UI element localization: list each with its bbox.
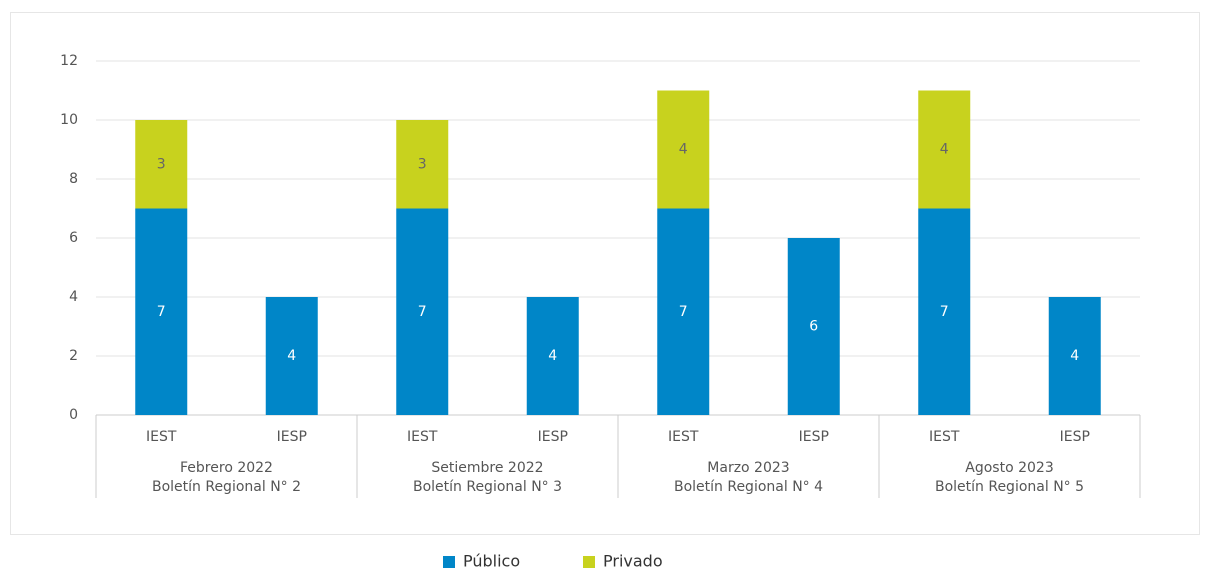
group-label: Setiembre 2022 xyxy=(431,460,543,476)
bar-segment xyxy=(1048,297,1101,415)
y-tick-label: 8 xyxy=(69,171,78,187)
group-label: Boletín Regional N° 3 xyxy=(413,479,562,495)
data-label: 4 xyxy=(679,142,688,158)
x-tick-label: IESP xyxy=(538,429,568,445)
bar-segment xyxy=(396,120,449,209)
bar-segment xyxy=(526,297,579,415)
x-tick-label: IEST xyxy=(929,429,960,445)
bar-segment xyxy=(265,297,318,415)
data-label: 4 xyxy=(1070,348,1079,364)
x-tick-label: IESP xyxy=(1060,429,1090,445)
y-tick-label: 0 xyxy=(69,407,78,423)
group-label: Febrero 2022 xyxy=(180,460,273,476)
data-label: 6 xyxy=(809,319,818,335)
group-label: Marzo 2023 xyxy=(707,460,789,476)
group-label: Boletín Regional N° 5 xyxy=(935,479,1084,495)
y-tick-label: 10 xyxy=(60,112,78,128)
legend-label: Privado xyxy=(603,552,663,569)
bar-segment xyxy=(657,208,710,415)
y-tick-label: 4 xyxy=(69,289,78,305)
data-label: 7 xyxy=(157,304,166,320)
data-label: 4 xyxy=(940,142,949,158)
x-tick-label: IESP xyxy=(799,429,829,445)
data-label: 3 xyxy=(418,156,427,172)
y-tick-label: 2 xyxy=(69,348,78,364)
legend-label: Público xyxy=(463,552,520,569)
bar-segment xyxy=(396,208,449,415)
y-tick-label: 12 xyxy=(60,53,78,69)
bar-segment xyxy=(135,120,188,209)
data-label: 3 xyxy=(157,156,166,172)
legend-swatch xyxy=(583,556,595,568)
data-label: 7 xyxy=(940,304,949,320)
group-label: Boletín Regional N° 4 xyxy=(674,479,823,495)
bar-segment xyxy=(918,90,971,209)
data-label: 7 xyxy=(679,304,688,320)
x-tick-label: IEST xyxy=(146,429,177,445)
bar-segment xyxy=(135,208,188,415)
bar-segment xyxy=(918,208,971,415)
chart-frame xyxy=(10,12,1200,535)
legend-swatch xyxy=(443,556,455,568)
group-label: Boletín Regional N° 2 xyxy=(152,479,301,495)
y-tick-label: 6 xyxy=(69,230,78,246)
x-tick-label: IEST xyxy=(407,429,438,445)
bar-segment xyxy=(787,238,840,415)
data-label: 4 xyxy=(548,348,557,364)
bar-segment xyxy=(657,90,710,209)
x-tick-label: IEST xyxy=(668,429,699,445)
data-label: 4 xyxy=(287,348,296,364)
x-tick-label: IESP xyxy=(277,429,307,445)
group-label: Agosto 2023 xyxy=(965,460,1053,476)
data-label: 7 xyxy=(418,304,427,320)
